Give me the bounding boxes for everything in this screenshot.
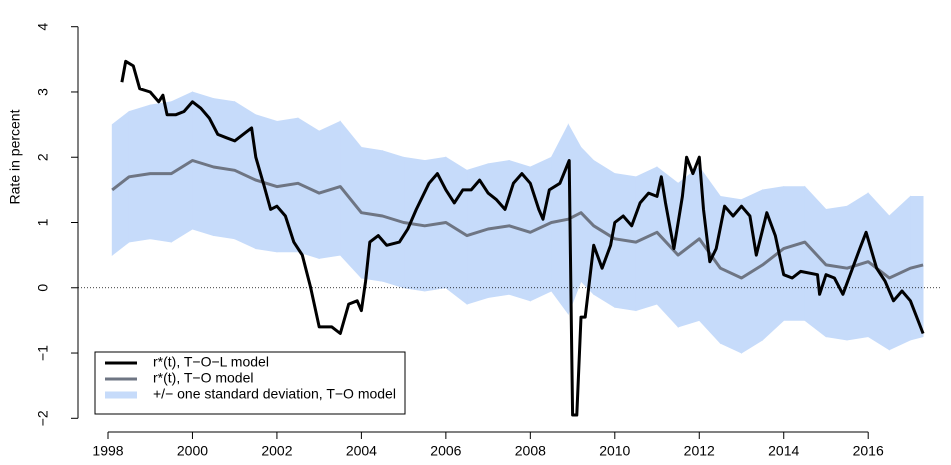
series-line — [120, 59, 925, 417]
sd-band — [825, 205, 848, 341]
x-tick-label: 2006 — [430, 443, 461, 459]
y-tick-label: 4 — [35, 23, 51, 31]
legend-label: r*(t), T−O−L model — [153, 354, 269, 370]
x-tick-label: 2008 — [515, 443, 546, 459]
y-tick-label: 3 — [35, 88, 51, 96]
sd-band — [910, 195, 924, 341]
x-tick-label: 2010 — [599, 443, 630, 459]
x-tick-label: 2002 — [261, 443, 292, 459]
y-tick-label: 0 — [35, 284, 51, 292]
x-tick-label: 1998 — [92, 443, 123, 459]
y-axis-label: Rate in percent — [7, 109, 23, 204]
legend-label: +/− one standard deviation, T−O model — [153, 386, 396, 402]
x-tick-label: 2012 — [684, 443, 715, 459]
x-tick-label: 2016 — [853, 443, 884, 459]
sd-band — [149, 101, 172, 243]
y-tick-label: 2 — [35, 153, 51, 161]
legend-label: r*(t), T−O model — [153, 370, 254, 386]
y-tick-label: −2 — [35, 410, 51, 426]
y-tick-label: −1 — [35, 345, 51, 361]
x-tick-label: 2014 — [768, 443, 799, 459]
legend-box — [94, 351, 406, 415]
y-tick-label: 1 — [35, 218, 51, 226]
sd-band — [783, 186, 806, 321]
x-tick-label: 2000 — [177, 443, 208, 459]
x-tick-label: 2004 — [346, 443, 377, 459]
series-line — [111, 159, 924, 280]
